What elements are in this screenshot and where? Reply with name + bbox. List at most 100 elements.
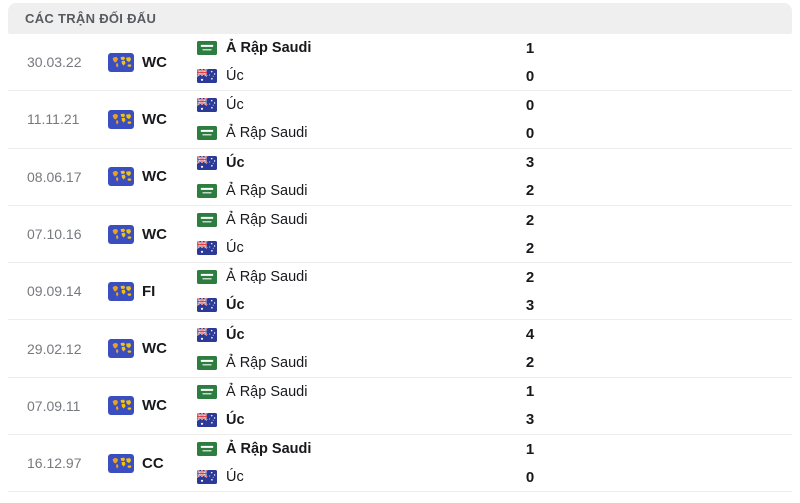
match-row: 11.11.21 WC <box>8 91 792 149</box>
australia-flag-icon <box>197 69 217 84</box>
widget-header: CÁC TRẬN ĐỐI ĐẤU <box>8 3 792 34</box>
saudi-arabia-flag-icon <box>197 213 217 228</box>
competition: FI <box>108 281 197 301</box>
team-score: 3 <box>525 154 535 172</box>
world-map-icon <box>108 281 134 301</box>
team-score: 0 <box>525 67 535 85</box>
world-map-icon <box>108 339 134 359</box>
team-name: Úc <box>226 326 245 343</box>
competition: WC <box>108 396 197 416</box>
competition-code: FI <box>142 282 156 300</box>
match-row: 07.09.11 WC Ả Rập Saudi <box>8 377 792 436</box>
teams-column: Ả Rập Saudi 1 <box>197 35 792 90</box>
saudi-arabia-flag-icon <box>197 270 217 285</box>
team-name: Úc <box>226 297 245 314</box>
team-score: 1 <box>525 440 535 458</box>
competition-code: WC <box>142 110 167 128</box>
team-line: Úc 4 <box>197 321 792 348</box>
team-name: Ả Rập Saudi <box>226 182 308 199</box>
competition-code: WC <box>142 53 167 71</box>
team-score: 3 <box>525 411 535 429</box>
competition: CC <box>108 453 197 473</box>
match-date: 29.02.12 <box>27 340 82 357</box>
world-map-icon <box>108 52 134 72</box>
team-name: Úc <box>226 68 244 85</box>
team-score: 1 <box>525 383 535 401</box>
team-line: Ả Rập Saudi 1 <box>197 35 792 62</box>
match-date: 09.09.14 <box>27 283 82 300</box>
team-name: Ả Rập Saudi <box>226 383 308 400</box>
world-map-icon <box>108 453 134 473</box>
teams-column: Ả Rập Saudi 1 <box>197 436 792 491</box>
team-score: 0 <box>525 468 535 486</box>
match-row: 08.06.17 WC <box>8 148 792 206</box>
saudi-arabia-flag-icon <box>197 442 217 457</box>
match-row: 30.03.22 WC Ả Rập Saudi <box>8 34 792 92</box>
h2h-widget: CÁC TRẬN ĐỐI ĐẤU 30.03.22 WC <box>0 3 800 503</box>
competition-code: WC <box>142 397 167 415</box>
world-map-icon <box>108 396 134 416</box>
teams-column: Ả Rập Saudi 2 <box>197 207 792 262</box>
saudi-arabia-flag-icon <box>197 384 217 399</box>
team-name: Úc <box>226 411 245 428</box>
team-score: 1 <box>525 39 535 57</box>
team-score: 2 <box>525 182 535 200</box>
team-line: Úc 3 <box>197 149 792 176</box>
team-line: Ả Rập Saudi 2 <box>197 349 792 376</box>
team-line: Ả Rập Saudi 2 <box>197 207 792 234</box>
competition: WC <box>108 167 197 187</box>
team-line: Úc 0 <box>197 92 792 119</box>
competition: WC <box>108 109 197 129</box>
competition-code: CC <box>142 454 164 472</box>
team-name: Úc <box>226 240 244 257</box>
team-name: Ả Rập Saudi <box>226 269 308 286</box>
saudi-arabia-flag-icon <box>197 355 217 370</box>
team-score: 3 <box>525 296 535 314</box>
competition-code: WC <box>142 225 167 243</box>
match-date: 07.09.11 <box>27 397 81 414</box>
competition-code: WC <box>142 340 167 358</box>
match-date: 08.06.17 <box>27 168 82 185</box>
competition: WC <box>108 52 197 72</box>
team-score: 2 <box>525 211 535 229</box>
match-row: 16.12.97 CC Ả Rập Saudi <box>8 435 792 493</box>
team-name: Úc <box>226 469 244 486</box>
team-line: Ả Rập Saudi 1 <box>197 378 792 405</box>
match-row: 09.09.14 FI Ả Rập Saudi <box>8 263 792 321</box>
match-row: 29.02.12 WC <box>8 320 792 378</box>
team-line: Úc 0 <box>197 63 792 90</box>
team-score: 0 <box>525 96 535 114</box>
match-list: 30.03.22 WC Ả Rập Saudi <box>0 34 800 493</box>
teams-column: Úc 4 Ả Rập Saudi 2 <box>197 321 792 376</box>
team-line: Úc 0 <box>197 464 792 491</box>
team-line: Úc 2 <box>197 235 792 262</box>
australia-flag-icon <box>197 327 217 342</box>
competition: WC <box>108 224 197 244</box>
team-name: Ả Rập Saudi <box>226 40 312 57</box>
teams-column: Úc 3 Ả Rập Saudi 2 <box>197 149 792 204</box>
team-line: Ả Rập Saudi 1 <box>197 436 792 463</box>
australia-flag-icon <box>197 98 217 113</box>
match-date: 07.10.16 <box>27 226 82 243</box>
team-name: Ả Rập Saudi <box>226 125 308 142</box>
competition-code: WC <box>142 168 167 186</box>
australia-flag-icon <box>197 241 217 256</box>
teams-column: Ả Rập Saudi 2 <box>197 264 792 319</box>
team-line: Ả Rập Saudi 0 <box>197 120 792 147</box>
match-date: 11.11.21 <box>27 111 80 128</box>
saudi-arabia-flag-icon <box>197 41 217 56</box>
team-name: Úc <box>226 97 244 114</box>
team-name: Ả Rập Saudi <box>226 354 308 371</box>
team-line: Úc 3 <box>197 292 792 319</box>
widget-title: CÁC TRẬN ĐỐI ĐẤU <box>25 11 157 26</box>
team-name: Ả Rập Saudi <box>226 441 312 458</box>
world-map-icon <box>108 224 134 244</box>
competition: WC <box>108 339 197 359</box>
saudi-arabia-flag-icon <box>197 126 217 141</box>
team-score: 2 <box>525 354 535 372</box>
match-date: 30.03.22 <box>27 54 82 71</box>
team-score: 2 <box>525 268 535 286</box>
team-line: Úc 3 <box>197 406 792 433</box>
team-name: Ả Rập Saudi <box>226 212 308 229</box>
australia-flag-icon <box>197 412 217 427</box>
